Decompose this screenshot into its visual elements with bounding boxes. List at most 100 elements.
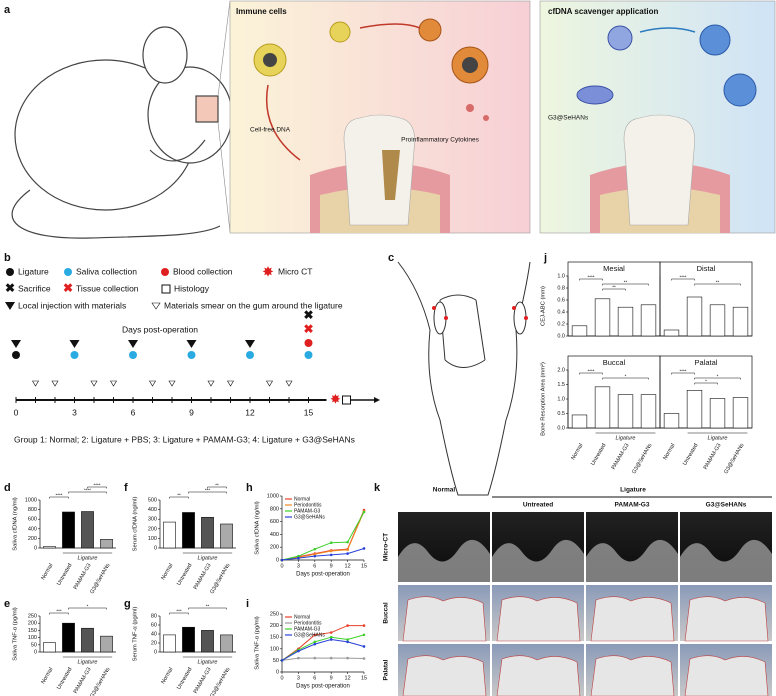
blood-icon	[304, 339, 313, 347]
panel-label: e	[4, 598, 10, 610]
y-tick-label: 0	[34, 545, 37, 551]
point	[346, 624, 349, 627]
saliva-icon	[304, 351, 313, 359]
smear-icon	[51, 380, 59, 387]
significance-label: **	[716, 280, 720, 285]
tooth-model	[402, 596, 487, 642]
point	[362, 633, 366, 637]
mouse-ear	[142, 26, 188, 84]
immune-cell-nucleus	[462, 57, 478, 73]
cfdna-label: Cell-free DNA	[250, 127, 291, 134]
x-tick-label: G3@SeHANs	[209, 563, 231, 596]
bar	[201, 516, 214, 549]
y-tick-label: 0.2	[557, 321, 565, 327]
significance-bracket	[169, 612, 189, 615]
arrow-head	[374, 397, 380, 403]
day-label: 12	[245, 407, 255, 417]
subplot-title: Buccal	[603, 358, 626, 367]
y-tick-label: 400	[28, 526, 37, 532]
icon	[161, 268, 169, 276]
panel-label: g	[124, 598, 131, 610]
point	[362, 624, 366, 627]
significance-label: **	[177, 493, 181, 498]
tooth	[343, 114, 415, 226]
significance-bracket	[602, 288, 626, 291]
x-tick-label: 12	[345, 675, 351, 681]
y-tick-label: 200	[270, 545, 279, 551]
site	[444, 316, 448, 320]
mouse-arm	[149, 139, 206, 162]
x-tick-label: G3@SeHANs	[723, 443, 745, 476]
x-tick-label: PAMAM-G3	[193, 667, 213, 695]
site	[432, 306, 436, 310]
zoom-line	[217, 121, 231, 233]
plaque	[382, 150, 400, 200]
bar	[163, 521, 176, 549]
significance-bracket	[68, 491, 107, 494]
point	[313, 552, 317, 556]
point	[346, 656, 349, 660]
y-tick-label: 0.0	[557, 333, 565, 339]
zoom-line	[217, 0, 231, 97]
legend-label: Periodontitis	[294, 502, 322, 508]
y-tick-label: 400	[270, 532, 279, 538]
x-tick-label: 9	[330, 563, 333, 569]
series-line	[281, 511, 365, 561]
icon	[6, 268, 14, 276]
significance-label: *	[705, 379, 707, 384]
arrow	[639, 27, 696, 33]
legend-label: G3@SeHANs	[294, 514, 325, 520]
y-tick-label: 20	[151, 640, 157, 646]
point	[362, 547, 366, 550]
point	[362, 657, 366, 660]
point	[280, 659, 284, 662]
panel-label: c	[388, 252, 394, 264]
y-tick-label: 400	[148, 507, 157, 513]
significance-label: ***	[205, 488, 211, 493]
y-tick-label: 600	[28, 517, 37, 523]
y-tick-label: 200	[28, 536, 37, 542]
x-tick-label: Normal	[570, 443, 584, 461]
series-line	[281, 625, 364, 661]
group-label: Ligature	[620, 487, 646, 494]
x-tick-label: G3@SeHANs	[209, 667, 231, 696]
legend-label: PAMAM-G3	[294, 626, 321, 632]
tooth-model	[402, 655, 487, 696]
x-tick-label: G3@SeHANs	[89, 667, 111, 696]
x-tick-label: 6	[313, 675, 316, 681]
injection-icon	[245, 340, 255, 348]
subplot-title: Mesial	[603, 264, 625, 273]
cells-a	[253, 18, 489, 161]
bar	[732, 306, 749, 337]
bar	[617, 394, 634, 429]
legend-text: Saliva collection	[76, 266, 137, 276]
injection-icon	[186, 340, 197, 348]
significance-label: **	[612, 285, 616, 290]
y-tick-label: 1000	[267, 493, 279, 499]
bar	[163, 634, 176, 653]
bar	[686, 296, 703, 337]
panel-label: h	[246, 482, 253, 494]
bar	[100, 635, 113, 653]
x-axis-label: Days post-operation	[296, 572, 350, 578]
y-tick-label: 250	[28, 613, 37, 619]
group-text: Group 1: Normal; 2: Ligature + PBS; 3: L…	[14, 434, 355, 444]
x-tick-label: PAMAM-G3	[703, 443, 723, 471]
y-tick-label: 250	[270, 611, 279, 617]
legend-text: Local injection with materials	[18, 300, 126, 310]
x-tick-label: Normal	[160, 667, 174, 685]
legend-text: Sacrifice	[18, 283, 51, 293]
group-label: Ligature	[198, 659, 218, 665]
point	[313, 656, 317, 660]
point	[280, 558, 284, 562]
x-tick-label: 9	[330, 675, 333, 681]
x-tick-label: 0	[280, 563, 283, 569]
cytokine	[483, 115, 489, 121]
ct-bone	[492, 539, 584, 582]
significance-label: ***	[176, 609, 182, 614]
arrow	[359, 23, 421, 29]
significance-bracket	[49, 612, 69, 615]
legend-label: Periodontitis	[294, 620, 322, 626]
significance-bracket	[188, 607, 227, 610]
